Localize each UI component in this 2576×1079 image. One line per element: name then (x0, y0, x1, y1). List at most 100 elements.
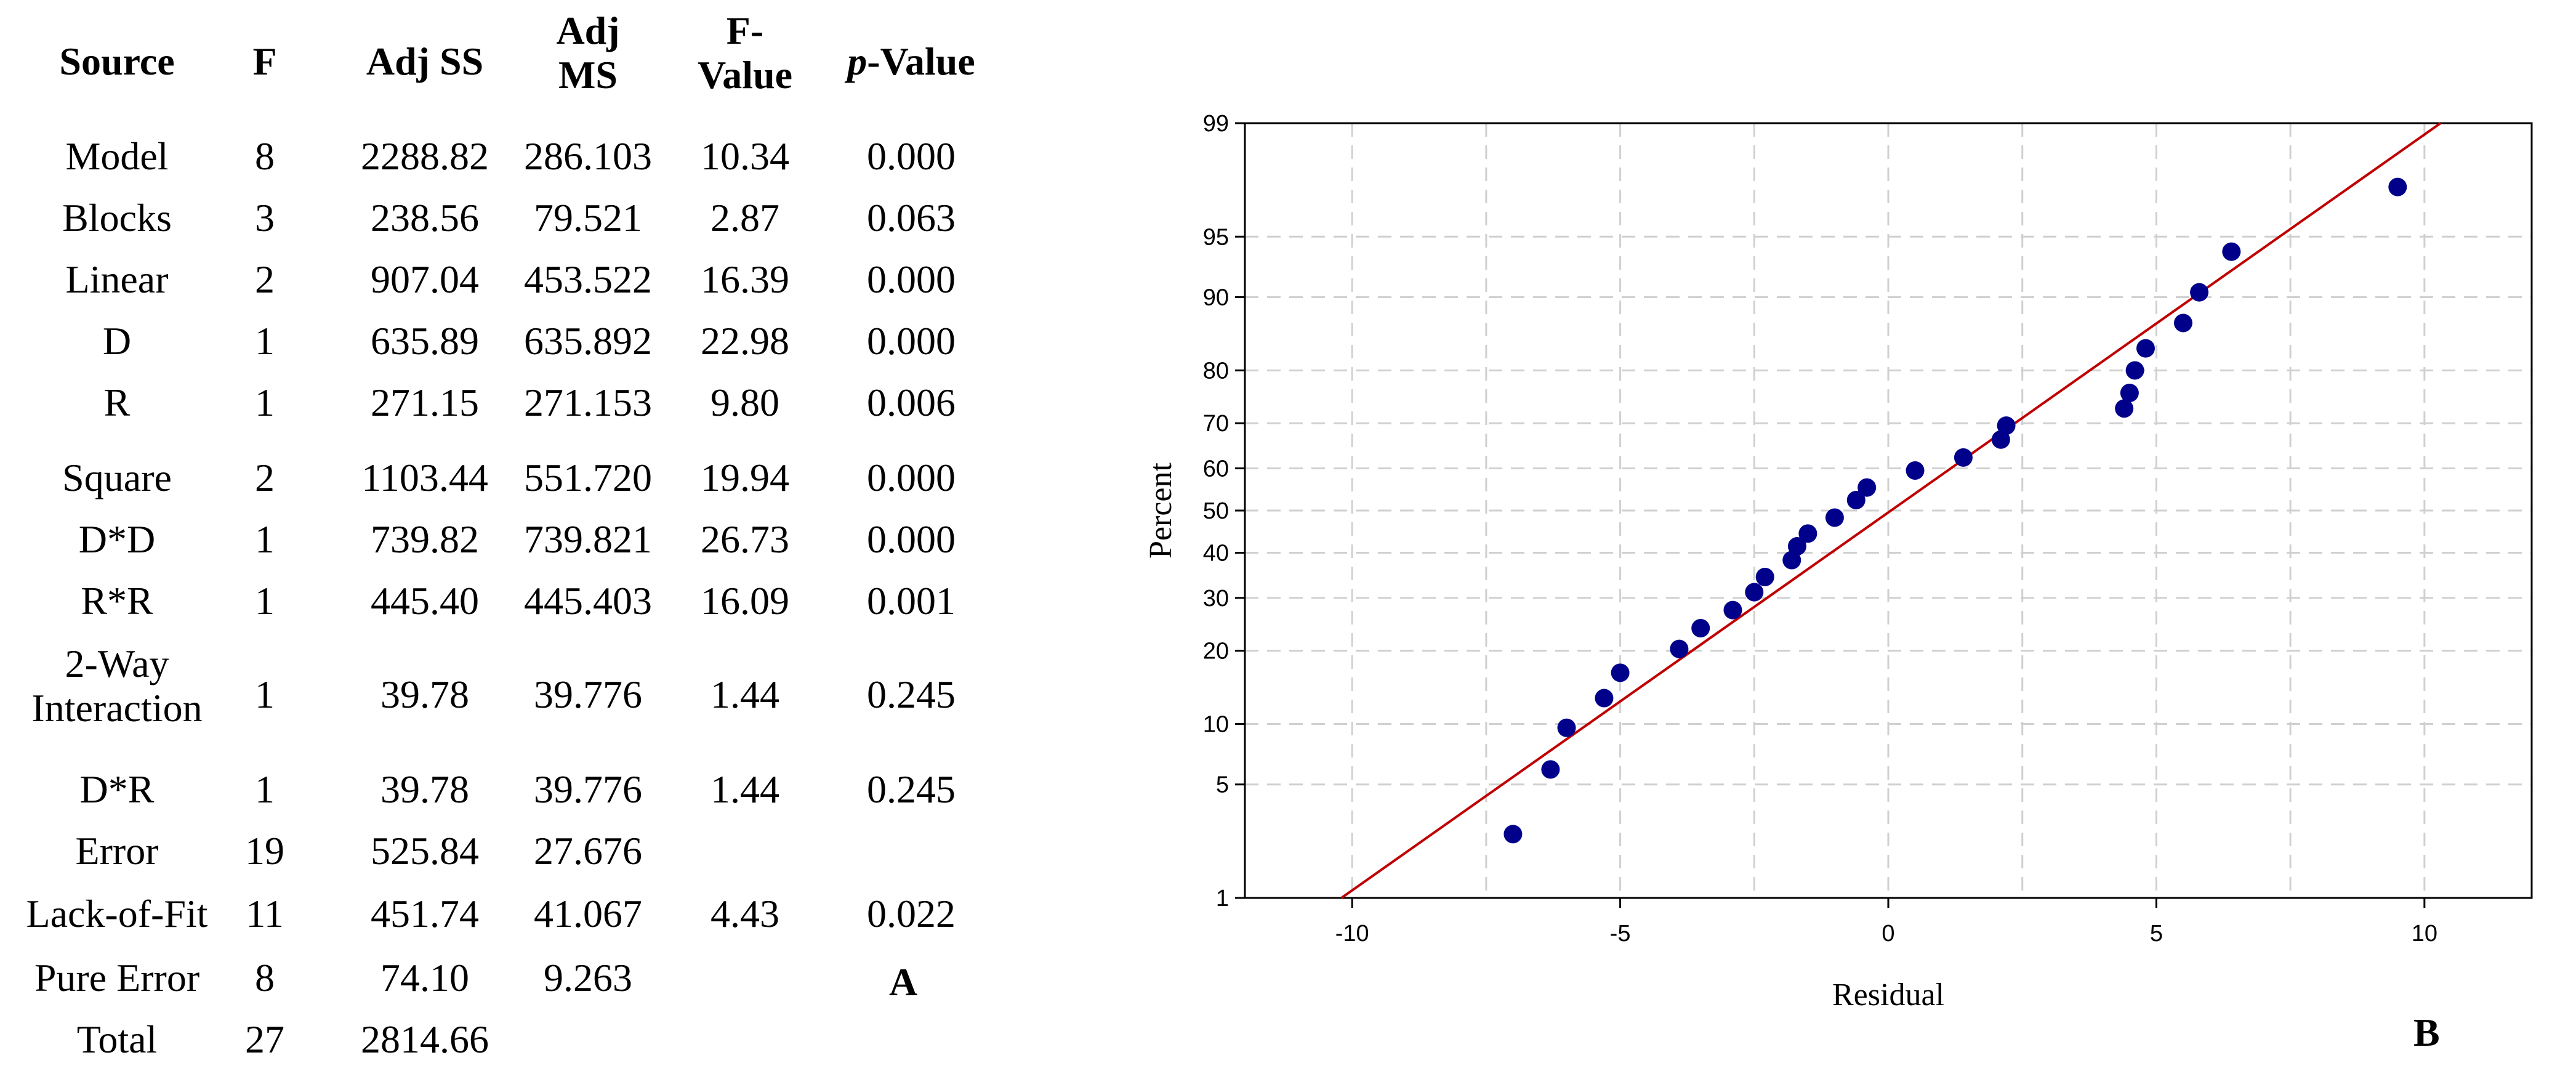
cell-p-value: 0.245 (867, 767, 956, 811)
y-tick-label: 95 (1203, 224, 1229, 250)
data-point (1503, 825, 1523, 844)
y-tick-label: 5 (1216, 772, 1229, 798)
data-points (1503, 177, 2407, 844)
cell-adj-ms: 41.067 (534, 892, 642, 936)
y-tick-label: 10 (1203, 712, 1229, 738)
cell-adj-ss: 451.74 (371, 892, 479, 936)
cell-adj-ms: 739.821 (524, 517, 652, 561)
cell-source: Lack-of-Fit (26, 892, 208, 936)
x-tick-label: -5 (1610, 921, 1631, 947)
cell-f: 27 (245, 1017, 284, 1061)
data-point (1541, 760, 1560, 779)
panel-label-b: B (2413, 1011, 2440, 1054)
x-axis-title: Residual (1832, 977, 1944, 1012)
cell-adj-ss: 39.78 (380, 673, 469, 716)
cell-adj-ms: 39.776 (534, 673, 642, 716)
cell-adj-ms: 635.892 (524, 319, 652, 363)
cell-source: Square (62, 456, 172, 499)
cell-f: 2 (255, 456, 275, 499)
cell-source: D*R (79, 767, 155, 811)
cell-f: 19 (245, 829, 284, 873)
cell-source: D*D (78, 517, 156, 561)
y-tick-label: 99 (1203, 111, 1229, 137)
cell-source: Pure Error (34, 956, 200, 1000)
data-point (1755, 567, 1774, 586)
data-point (1858, 478, 1877, 497)
y-tick-label: 50 (1203, 498, 1229, 524)
x-tick-label: 10 (2412, 921, 2437, 947)
cell-adj-ss: 445.40 (371, 579, 479, 623)
data-point (2388, 177, 2407, 196)
header-p-value-rest: -Value (867, 39, 975, 83)
data-point (1954, 448, 1973, 467)
cell-source: R (103, 381, 131, 424)
header-source: Source (59, 39, 175, 83)
grid (1245, 122, 2532, 899)
cell-adj-ms: 551.720 (524, 456, 652, 499)
anova-table: Source F Adj SS Adj MS F- Value p-Value … (0, 0, 1010, 1079)
y-tick-label: 20 (1203, 639, 1229, 665)
panel-label-a: A (889, 960, 918, 1004)
cell-adj-ms: 445.403 (524, 579, 652, 623)
cell-p-value: 0.000 (867, 456, 956, 499)
cell-f: 8 (255, 956, 275, 1000)
y-tick-label: 40 (1203, 541, 1229, 567)
cell-adj-ms: 453.522 (524, 257, 652, 301)
cell-adj-ss: 271.15 (371, 381, 479, 424)
y-tick-label: 60 (1203, 456, 1229, 482)
data-point (1557, 718, 1576, 737)
x-tick-label: -10 (1335, 921, 1369, 947)
normal-probability-plot: -10 -5 0 5 10 1 5 10 20 30 40 50 60 70 80 90 95 99 Residu… (1133, 92, 2576, 1079)
data-point (2115, 399, 2134, 418)
cell-source-line2: Interaction (31, 686, 203, 730)
header-adj-ms-line2: MS (558, 53, 618, 97)
data-point (2173, 313, 2192, 333)
cell-f: 1 (255, 767, 275, 811)
cell-adj-ms: 271.153 (524, 381, 652, 424)
cell-source: Error (75, 829, 159, 873)
cell-adj-ss: 238.56 (371, 196, 479, 240)
header-f: F (252, 39, 277, 83)
cell-f-value: 10.34 (701, 134, 789, 178)
x-tick-label: 0 (1882, 921, 1894, 947)
cell-adj-ms: 27.676 (534, 829, 642, 873)
cell-adj-ss: 525.84 (371, 829, 479, 873)
cell-f-value: 4.43 (710, 892, 779, 936)
data-point (1846, 491, 1866, 510)
cell-adj-ms: 286.103 (524, 134, 652, 178)
cell-f-value: 16.39 (701, 257, 789, 301)
data-point (2120, 384, 2139, 403)
cell-source: Linear (65, 257, 169, 301)
cell-source: Model (65, 134, 169, 178)
cell-p-value: 0.245 (867, 673, 956, 716)
x-tick-label: 5 (2150, 921, 2163, 947)
cell-f-value: 16.09 (701, 579, 789, 623)
cell-adj-ss: 39.78 (380, 767, 469, 811)
data-point (2222, 242, 2241, 261)
y-tick-label: 80 (1203, 358, 1229, 384)
data-point (2125, 361, 2144, 380)
cell-source: Total (76, 1017, 158, 1061)
data-point (2136, 339, 2155, 358)
data-point (1611, 663, 1630, 682)
cell-f-value: 9.80 (710, 381, 779, 424)
cell-f-value: 1.44 (710, 767, 779, 811)
cell-adj-ss: 1103.44 (361, 456, 488, 499)
header-adj-ss: Adj SS (366, 39, 484, 83)
cell-f-value: 1.44 (710, 673, 779, 716)
cell-f: 8 (255, 134, 275, 178)
cell-f: 1 (255, 319, 275, 363)
cell-p-value: 0.000 (867, 319, 956, 363)
cell-adj-ss: 74.10 (380, 956, 469, 1000)
data-point (1723, 600, 1742, 620)
cell-f: 2 (255, 257, 275, 301)
data-point (1691, 618, 1710, 637)
cell-f: 3 (255, 196, 275, 240)
data-point (1997, 416, 2016, 435)
y-tick-label: 70 (1203, 411, 1229, 437)
cell-p-value: 0.022 (867, 892, 956, 936)
header-adj-ms-line1: Adj (556, 9, 620, 52)
cell-adj-ss: 635.89 (371, 319, 479, 363)
